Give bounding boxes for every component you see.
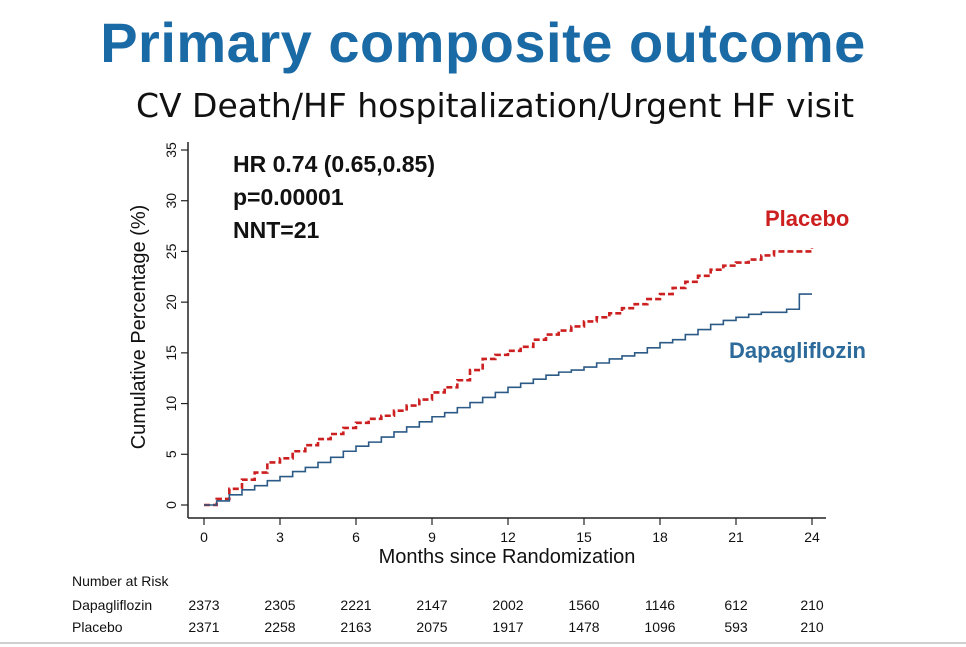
y-tick-label: 10 [163,396,179,412]
hazard-ratio-annotation: HR 0.74 (0.65,0.85) [233,151,435,177]
x-tick-label: 24 [804,529,820,545]
page-title: Primary composite outcome [100,11,866,74]
p-value-annotation: p=0.00001 [233,184,344,210]
nnt-annotation: NNT=21 [233,217,319,243]
x-tick-label: 21 [728,529,744,545]
chart-axes: 0 5 10 15 20 25 30 35 0 3 6 9 12 15 18 21 24 [163,142,826,545]
x-tick-label: 15 [576,529,592,545]
y-tick-label: 20 [163,294,179,310]
y-tick-label: 30 [163,193,179,209]
y-tick-label: 5 [163,450,179,458]
x-tick-label: 9 [428,529,436,545]
x-tick-label: 3 [276,529,284,545]
y-tick-label: 25 [163,243,179,259]
series-line-placebo [204,248,814,507]
x-tick-label: 12 [500,529,516,545]
page-subtitle: CV Death/HF hospitalization/Urgent HF vi… [135,86,855,125]
x-axis-label: Months since Randomization [379,546,636,568]
series-line-dapagliflozin [204,293,812,506]
y-tick-label: 15 [163,345,179,361]
x-tick-label: 0 [200,529,208,545]
y-tick-label: 0 [163,501,179,509]
series-label-placebo: Placebo [765,206,849,231]
chart-labels: HR 0.74 (0.65,0.85) p=0.00001 NNT=21 Pla… [128,151,866,568]
x-tick-label: 18 [652,529,668,545]
y-axis-label: Cumulative Percentage (%) [128,205,150,450]
series-label-dapagliflozin: Dapagliflozin [729,338,866,363]
divider [0,642,966,644]
x-tick-label: 6 [352,529,360,545]
y-tick-label: 35 [163,142,179,158]
chart-curves [204,248,814,507]
